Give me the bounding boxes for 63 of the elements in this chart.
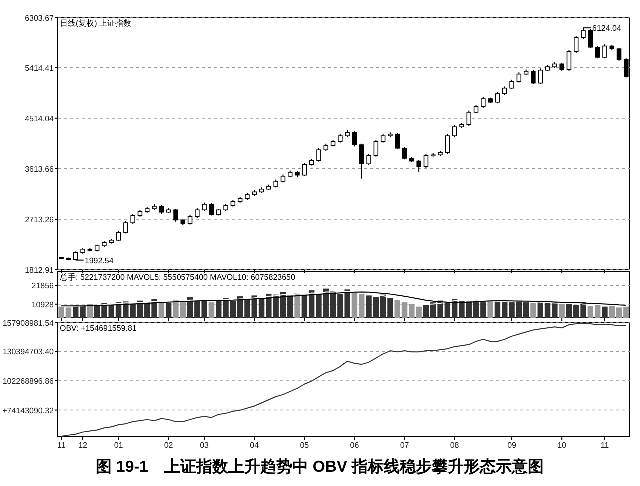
candlestick — [495, 92, 500, 104]
y-tick-label: 6303.67 — [25, 14, 55, 23]
y-tick-label: 21856 — [32, 282, 55, 291]
candlestick — [302, 162, 308, 177]
x-tick-label: 10 — [558, 441, 568, 450]
candlestick — [402, 146, 408, 160]
candlestick — [424, 154, 429, 169]
candlestick — [516, 72, 522, 84]
candlestick — [416, 160, 422, 172]
candlestick — [616, 47, 622, 62]
y-tick-label: 157908981.54 — [2, 319, 55, 328]
x-tick-label: 02 — [164, 441, 174, 450]
candlestick — [395, 132, 400, 150]
candlestick — [195, 208, 200, 218]
candlestick — [116, 230, 122, 242]
candlestick — [366, 154, 372, 166]
candlestick — [360, 143, 364, 180]
candlestick — [124, 220, 128, 234]
candlestick — [352, 131, 358, 148]
candlestick — [481, 96, 486, 108]
annotation: 1992.54 — [84, 256, 114, 266]
x-tick-label: 04 — [250, 441, 260, 450]
candlestick — [574, 36, 579, 54]
candlestick — [538, 68, 543, 85]
x-tick-label: 11 — [600, 441, 610, 450]
candlestick — [316, 148, 322, 162]
y-tick-label: 2713.26 — [25, 215, 55, 224]
chart-title: OBV: +154691559.81 — [60, 324, 138, 333]
candlestick — [445, 134, 450, 155]
candlestick — [452, 124, 458, 138]
y-tick-label: +74143090.32 — [2, 406, 55, 416]
y-tick-label: 5414.41 — [25, 64, 55, 73]
x-tick-label: 12 — [78, 441, 88, 450]
y-tick-label: 10928 — [32, 300, 55, 310]
y-tick-label: 4514.04 — [25, 114, 55, 124]
candlestick — [566, 50, 572, 72]
caption: 图 19-1 上证指数上升趋势中 OBV 指标线稳步攀升形态示意图 — [96, 458, 544, 476]
candlestick — [595, 46, 600, 60]
x-tick-label: 05 — [300, 441, 310, 450]
y-tick-label: 130394703.40 — [2, 348, 55, 357]
x-tick-label: 03 — [200, 441, 210, 450]
candlestick — [510, 79, 514, 90]
candlestick — [130, 214, 136, 225]
candlestick — [531, 70, 536, 85]
chart-title: 总手: 5221737200 MAVOL5: 5550575400 MAVOL10: 6075823650 — [59, 273, 296, 282]
line-series — [61, 323, 627, 437]
y-tick-label: 3613.66 — [25, 164, 55, 174]
candlestick — [374, 139, 379, 158]
x-tick-label: 09 — [508, 441, 518, 450]
y-tick-label: 102268896.86 — [2, 376, 55, 386]
candlestick — [174, 208, 178, 222]
x-tick-label: 07 — [400, 441, 410, 450]
x-tick-label: 06 — [350, 441, 360, 450]
candlestick — [466, 110, 472, 126]
candlestick — [188, 214, 193, 226]
x-tick-label: 08 — [450, 441, 460, 450]
candlestick — [209, 202, 214, 216]
y-tick-label: 1812.91 — [25, 266, 55, 275]
x-tick-label: 11 — [57, 441, 66, 450]
x-tick-label: 01 — [114, 441, 124, 450]
annotation: 6124.04 — [592, 24, 622, 34]
candlestick — [602, 44, 608, 60]
chart-title: 日线(复权) 上证指数 — [60, 19, 132, 28]
